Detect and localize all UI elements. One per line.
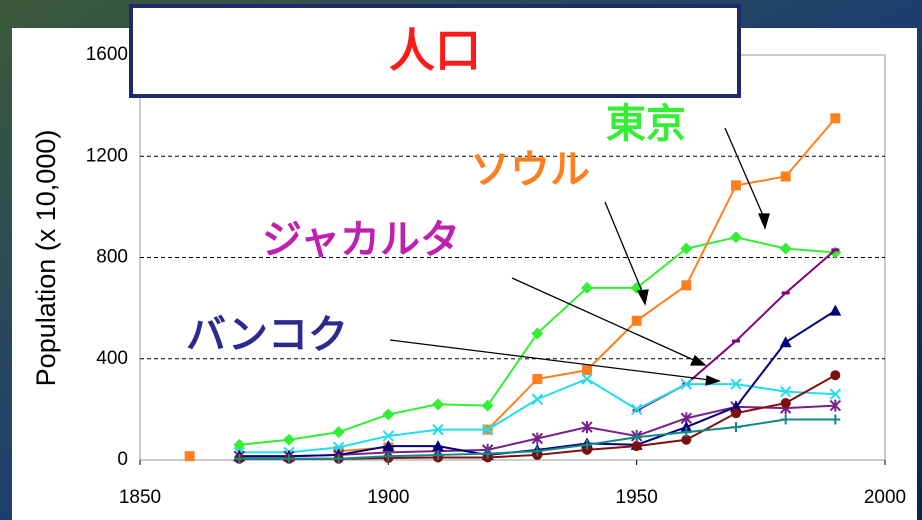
marker: [482, 448, 493, 459]
y-tick-label: 400: [96, 348, 128, 369]
x-tick-label: 1900: [367, 487, 409, 508]
marker: [630, 403, 643, 416]
marker: [581, 281, 593, 294]
marker: [681, 434, 692, 445]
marker: [631, 315, 642, 326]
marker: [432, 423, 444, 436]
marker: [779, 385, 792, 398]
y-tick-label: 800: [96, 247, 128, 268]
marker: [432, 440, 444, 452]
marker: [779, 242, 792, 255]
marker: [582, 444, 592, 455]
marker: [532, 374, 543, 384]
marker: [829, 388, 842, 400]
marker: [631, 441, 642, 452]
marker: [531, 393, 544, 405]
marker: [234, 453, 245, 464]
marker: [681, 427, 692, 438]
marker: [829, 399, 842, 412]
marker: [481, 399, 494, 412]
marker: [680, 242, 693, 255]
marker: [730, 378, 742, 390]
marker: [283, 433, 295, 446]
marker: [730, 231, 742, 244]
marker: [581, 421, 593, 434]
marker: [581, 373, 593, 385]
marker: [731, 408, 741, 419]
chart-title: 人口: [389, 24, 481, 78]
title-box: [129, 4, 741, 98]
annotation: ジャカルタ: [262, 217, 460, 263]
arrows: [389, 127, 770, 386]
marker: [830, 113, 841, 124]
marker: [383, 451, 394, 462]
annotation: ソウル: [470, 147, 590, 193]
marker: [284, 453, 294, 464]
marker: [582, 365, 592, 376]
marker: [730, 400, 742, 412]
marker: [780, 414, 791, 425]
marker: [332, 426, 345, 439]
marker: [731, 180, 741, 191]
marker: [830, 370, 841, 381]
marker: [780, 398, 791, 409]
y-tick-label: 1200: [86, 145, 128, 166]
marker: [779, 336, 792, 348]
marker: [531, 327, 544, 340]
y-tick-label: 1600: [86, 44, 128, 65]
x-tick-label: 1850: [119, 487, 161, 508]
marker: [382, 430, 395, 442]
x-tick-label: 2000: [864, 487, 906, 508]
marker: [481, 423, 494, 436]
annotation: バンコク: [186, 312, 348, 358]
x-tick-label: 1950: [616, 487, 658, 508]
y-tick-label: 0: [117, 449, 128, 470]
marker: [382, 408, 395, 421]
marker: [532, 446, 543, 457]
marker: [582, 439, 592, 450]
marker: [233, 438, 246, 451]
marker: [830, 414, 841, 425]
marker: [333, 453, 344, 464]
marker: [531, 432, 544, 445]
marker: [631, 432, 642, 443]
y-axis-label: Population (x 10,000): [31, 130, 61, 387]
marker: [680, 421, 693, 433]
marker: [184, 451, 195, 462]
marker: [829, 304, 842, 316]
marker: [681, 280, 692, 291]
annotation: 東京: [606, 101, 686, 147]
marker: [433, 449, 443, 460]
marker: [680, 378, 693, 390]
marker: [382, 440, 395, 452]
marker: [780, 171, 791, 182]
marker: [731, 422, 741, 433]
marker: [432, 398, 444, 411]
